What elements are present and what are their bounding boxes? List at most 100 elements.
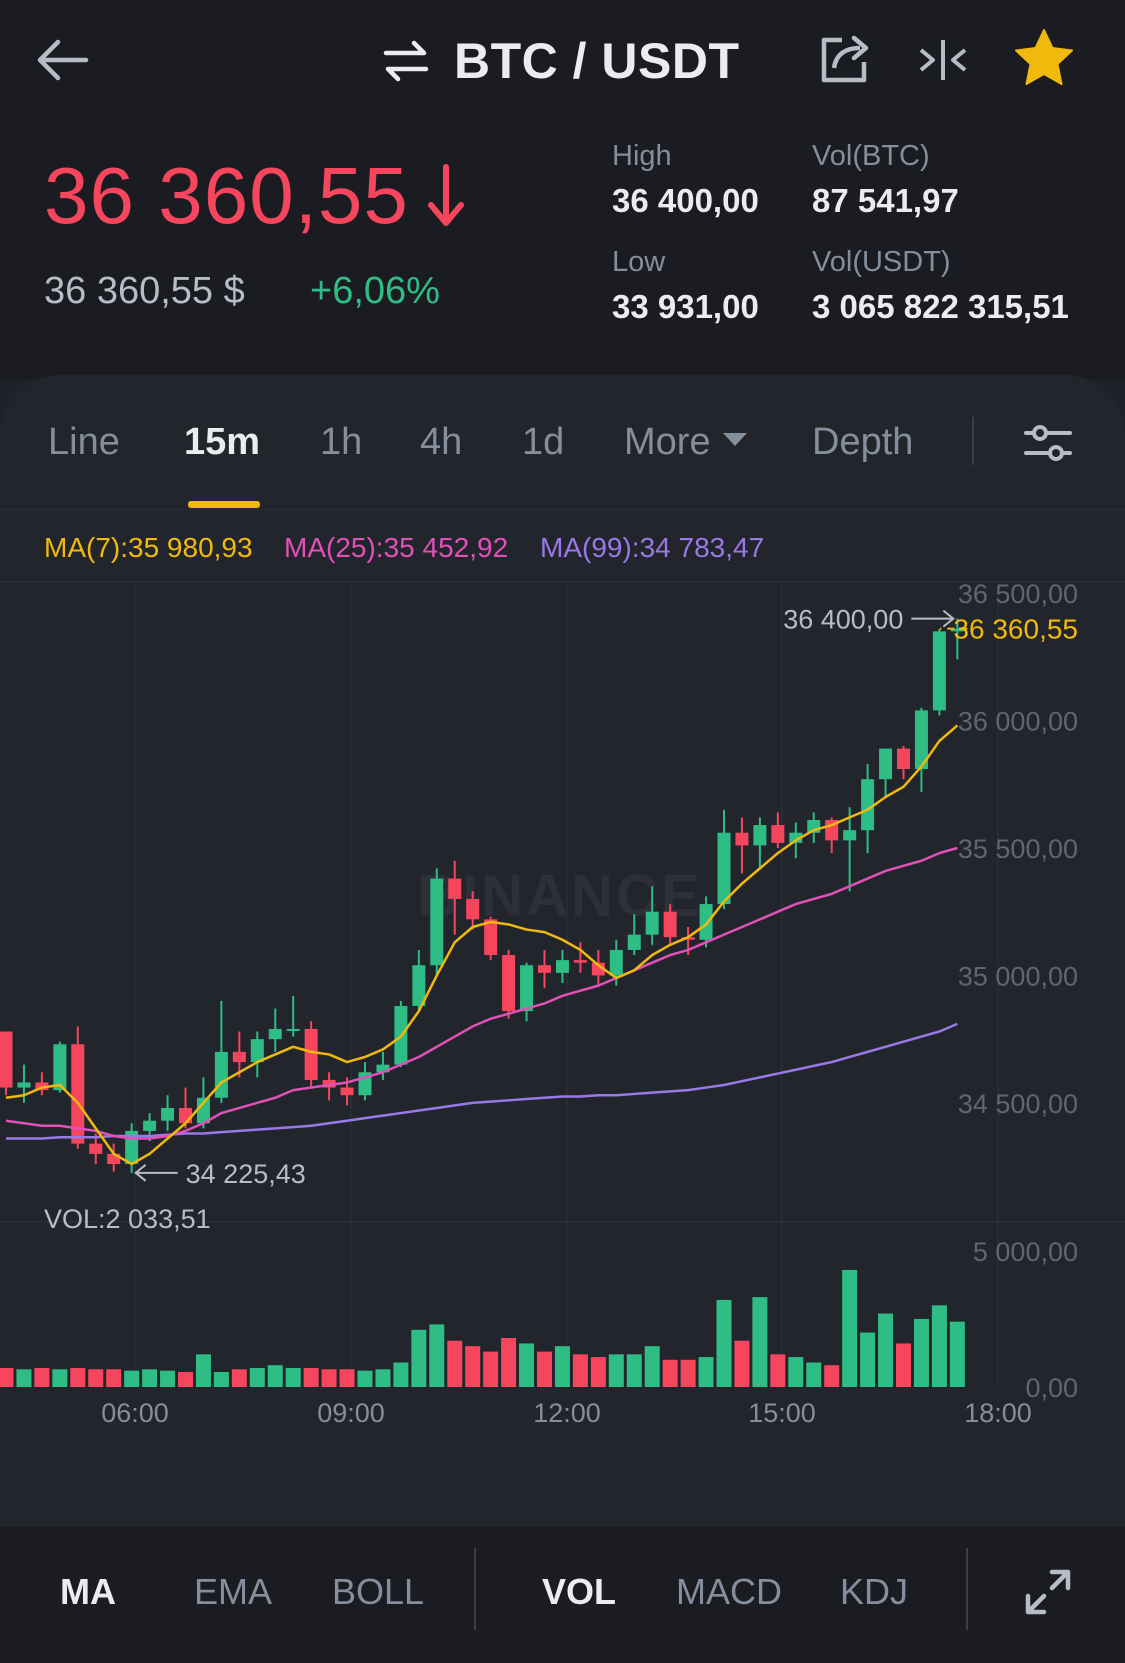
volume-bar <box>375 1369 391 1387</box>
volume-bar <box>142 1369 158 1387</box>
candle-body <box>609 949 623 976</box>
swap-icon <box>383 40 429 82</box>
pair-selector[interactable]: BTC / USDT <box>380 26 740 96</box>
volume-bar <box>16 1369 32 1387</box>
high-label: High <box>612 140 672 172</box>
star-icon[interactable] <box>1012 26 1076 90</box>
vol-btc-label: Vol(BTC) <box>812 140 930 172</box>
fullscreen-icon[interactable] <box>1022 1566 1074 1618</box>
indicator-boll[interactable]: BOLL <box>332 1571 425 1612</box>
volume-bar <box>931 1305 947 1387</box>
ma25-line <box>5 846 958 1140</box>
caret-down-icon <box>722 433 747 447</box>
price-tick-label: 36 500,00 <box>958 579 1078 609</box>
candle-body <box>699 904 713 940</box>
candle-body <box>71 1044 85 1144</box>
volume-bar <box>644 1346 660 1387</box>
volume-bar <box>501 1338 517 1387</box>
candle-body <box>448 878 462 899</box>
time-tick-label: 15:00 <box>748 1398 816 1428</box>
volume-bar <box>770 1354 786 1387</box>
candle-body <box>322 1079 336 1088</box>
indicator-ma[interactable]: MA <box>60 1571 116 1612</box>
candle-body <box>555 960 569 973</box>
tab-4h[interactable]: 4h <box>420 421 463 463</box>
volume-bar <box>321 1369 337 1387</box>
top-bar: BTC / USDT <box>0 0 1125 120</box>
candle-body <box>35 1082 49 1091</box>
volume-bar <box>806 1362 822 1387</box>
vol-usdt-label: Vol(USDT) <box>812 246 951 278</box>
low-marker-arrow <box>134 1164 147 1182</box>
candle-body <box>735 832 749 846</box>
ma99-line <box>6 1022 958 1140</box>
compare-icon[interactable] <box>915 32 971 88</box>
indicator-kdj[interactable]: KDJ <box>840 1571 909 1612</box>
down-arrow-icon <box>427 164 464 226</box>
volume-bar <box>788 1357 804 1387</box>
indicator-ema[interactable]: EMA <box>194 1571 273 1612</box>
share-icon[interactable] <box>816 30 874 88</box>
tab-depth[interactable]: Depth <box>812 421 914 463</box>
indicator-bar: MA EMA BOLL VOL MACD KDJ <box>0 1525 1125 1663</box>
candle-body <box>268 1028 282 1040</box>
volume-tick-label: 5 000,00 <box>973 1237 1078 1267</box>
price-tick-label: 36 000,00 <box>958 707 1078 737</box>
indicator-macd[interactable]: MACD <box>676 1571 782 1612</box>
chart-area[interactable]: 06:00 09:00 12:00 15:00 18:00 34 500,00 35 000… <box>0 510 1125 1525</box>
volume-bar <box>411 1329 427 1387</box>
ma7-legend: MA(7):35 980,93 <box>44 532 253 563</box>
volume-bar <box>698 1357 714 1387</box>
tab-1h[interactable]: 1h <box>320 421 363 463</box>
volume-bar <box>52 1369 68 1387</box>
price-tick-label: 35 500,00 <box>958 834 1078 864</box>
tab-more[interactable]: More <box>624 421 747 464</box>
volume-bar <box>178 1372 193 1387</box>
time-tick-label: 06:00 <box>101 1398 169 1428</box>
high-marker-label: 36 400,00 <box>783 605 903 635</box>
candle-body <box>107 1153 121 1165</box>
volume-bar <box>590 1357 606 1387</box>
candle-body <box>753 825 767 846</box>
volume-bar <box>393 1362 409 1387</box>
candle-body <box>53 1044 67 1091</box>
volume-tick-label: 0,00 <box>1025 1373 1078 1403</box>
volume-bar <box>860 1332 876 1387</box>
candle-body <box>717 832 731 905</box>
volume-bar <box>626 1354 642 1387</box>
candle-body <box>591 962 605 976</box>
volume-bar <box>483 1351 499 1387</box>
back-arrow-icon[interactable] <box>32 30 92 90</box>
candle-body <box>950 628 964 632</box>
volume-bar <box>519 1343 535 1387</box>
volume-bar <box>303 1367 319 1387</box>
candle-body <box>897 748 910 769</box>
ma99-legend: MA(99):34 783,47 <box>540 532 765 563</box>
vol-usdt-value: 3 065 822 315,51 <box>812 288 1069 325</box>
indicator-vol[interactable]: VOL <box>542 1571 617 1612</box>
candle-body <box>645 911 659 935</box>
candlestick-chart[interactable]: 06:00 09:00 12:00 15:00 18:00 34 500,00 35 000… <box>0 510 1125 1525</box>
last-price-axis-label: 36 360,55 <box>953 614 1078 645</box>
candle-body <box>914 710 928 769</box>
tab-1d[interactable]: 1d <box>522 421 565 463</box>
time-tick-label: 09:00 <box>317 1398 385 1428</box>
tab-line[interactable]: Line <box>48 421 120 463</box>
volume-bar <box>70 1367 86 1387</box>
volume-bar <box>752 1297 768 1387</box>
tab-15m[interactable]: 15m <box>184 421 261 463</box>
volume-bar <box>34 1367 50 1387</box>
active-tab-indicator <box>188 501 260 508</box>
last-price-value: 36 360,55 <box>44 151 409 240</box>
volume-bar <box>537 1351 552 1387</box>
price-tick-label: 34 500,00 <box>958 1089 1078 1119</box>
chart-settings-icon[interactable] <box>1020 415 1076 471</box>
time-tick-label: 12:00 <box>533 1398 601 1428</box>
low-label: Low <box>612 246 666 278</box>
volume-bar <box>465 1346 481 1387</box>
volume-bar <box>124 1370 140 1387</box>
interval-tabs: Line 15m 1h 4h 1d More Depth <box>0 375 1125 510</box>
pair-title: BTC / USDT <box>454 33 740 89</box>
candle-body <box>789 832 803 843</box>
volume-bar <box>106 1369 122 1387</box>
